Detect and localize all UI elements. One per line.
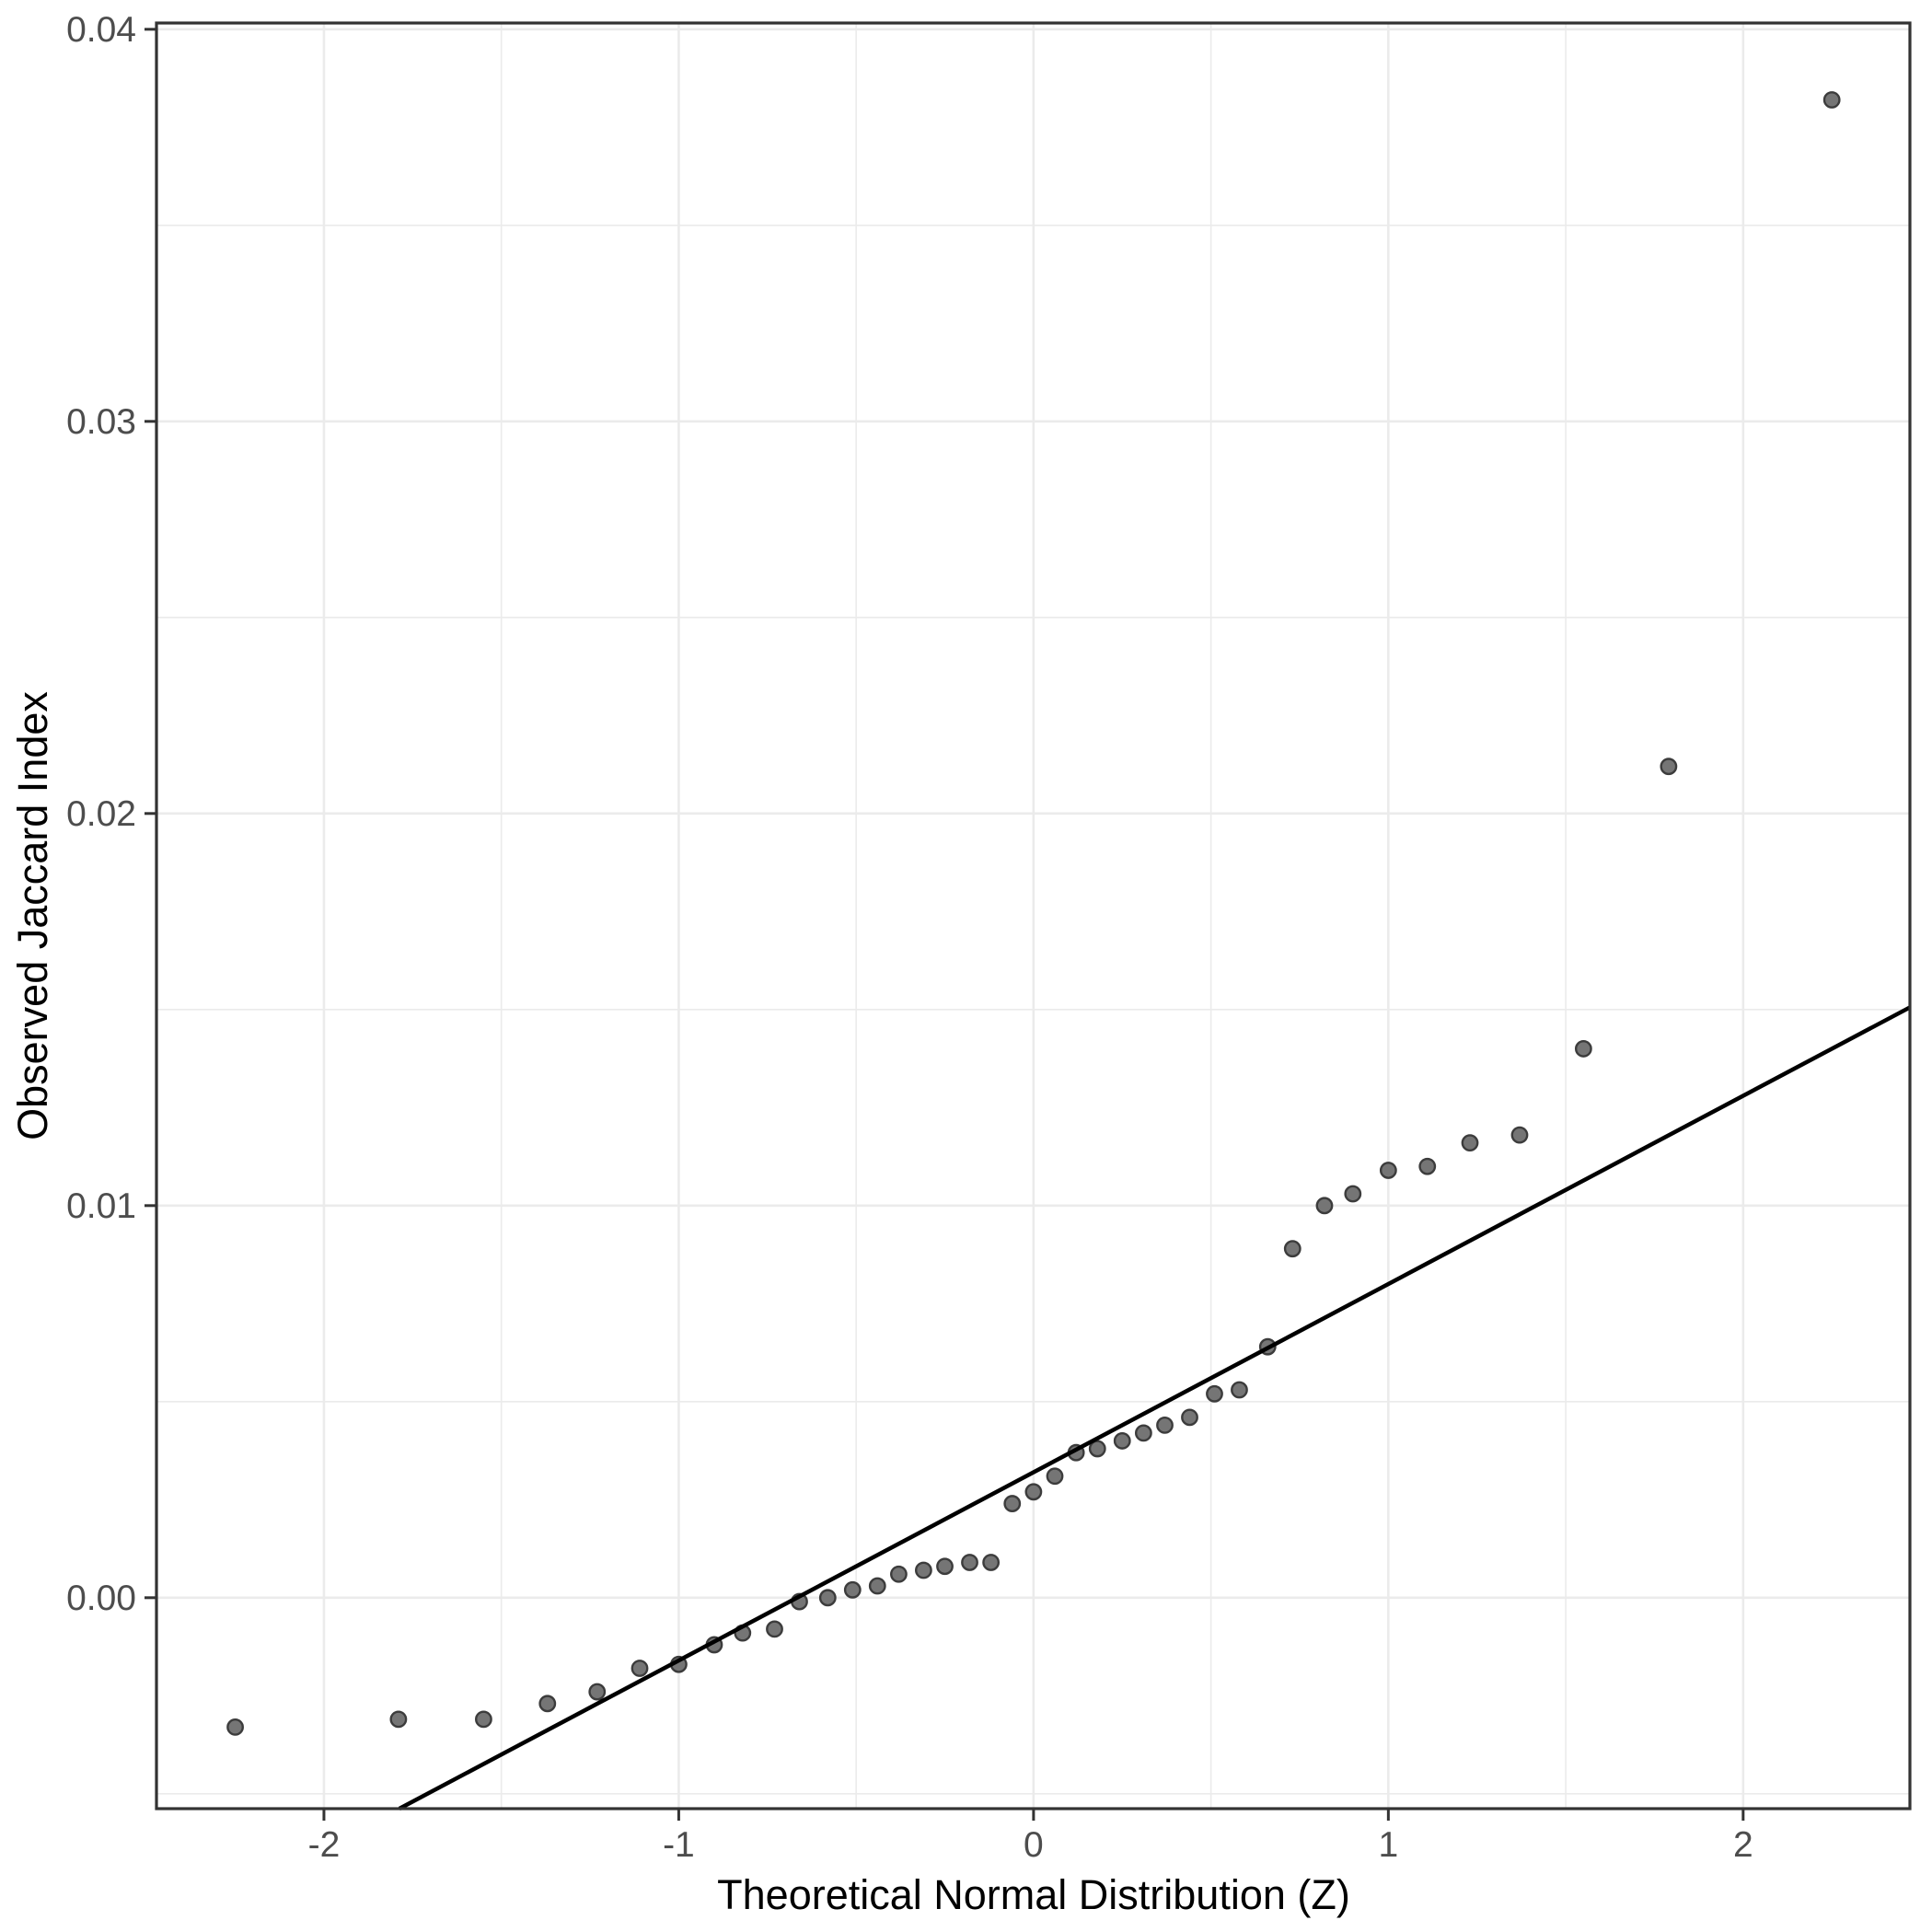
data-point: [1315, 1197, 1334, 1215]
x-tick-label: 0: [1024, 1825, 1044, 1865]
x-tick-label: -1: [663, 1825, 695, 1865]
data-point: [843, 1580, 862, 1599]
data-point: [631, 1660, 649, 1677]
data-point: [914, 1561, 932, 1579]
data-point: [1088, 1440, 1106, 1458]
y-tick-label: 0.02: [66, 794, 136, 834]
data-point: [1574, 1040, 1592, 1058]
data-point: [868, 1577, 886, 1595]
data-point: [475, 1710, 492, 1729]
data-point: [1003, 1495, 1022, 1512]
data-point: [1418, 1157, 1437, 1175]
data-point: [588, 1683, 607, 1701]
qq-reference-line: [398, 1005, 1912, 1811]
data-point: [1156, 1416, 1174, 1434]
data-point: [1660, 758, 1678, 776]
data-point: [1461, 1134, 1479, 1152]
data-point: [1822, 91, 1841, 109]
y-tick-label: 0.04: [66, 10, 136, 50]
data-point: [982, 1554, 1001, 1571]
y-tick-label: 0.03: [66, 402, 136, 442]
data-point: [1344, 1185, 1362, 1203]
data-point: [1134, 1424, 1152, 1442]
data-point: [1046, 1467, 1064, 1486]
data-point: [538, 1695, 557, 1713]
y-axis-title: Observed Jaccard Index: [9, 691, 56, 1140]
data-point: [961, 1554, 978, 1571]
data-point: [389, 1710, 408, 1729]
data-point: [1113, 1432, 1131, 1450]
x-tick-label: 1: [1379, 1825, 1399, 1865]
data-point: [1206, 1384, 1223, 1403]
data-point: [766, 1620, 783, 1638]
data-point: [1231, 1381, 1248, 1399]
data-point: [890, 1565, 908, 1583]
data-point: [1283, 1240, 1301, 1258]
data-point: [818, 1589, 837, 1607]
data-point: [1510, 1126, 1529, 1144]
y-tick-label: 0.00: [66, 1579, 136, 1618]
x-tick-label: 2: [1733, 1825, 1753, 1865]
data-point: [226, 1718, 244, 1736]
data-point: [936, 1557, 954, 1576]
x-tick-label: -2: [308, 1825, 341, 1865]
plot-panel: -2 -1 0 1 2 0.00 0.01 0.02 0.03 0.04: [66, 10, 1912, 1865]
x-axis-title: Theoretical Normal Distribution (Z): [717, 1871, 1350, 1918]
y-tick-label: 0.01: [66, 1186, 136, 1226]
data-point: [1181, 1408, 1198, 1427]
data-point: [1379, 1162, 1397, 1179]
data-point: [1024, 1483, 1043, 1501]
